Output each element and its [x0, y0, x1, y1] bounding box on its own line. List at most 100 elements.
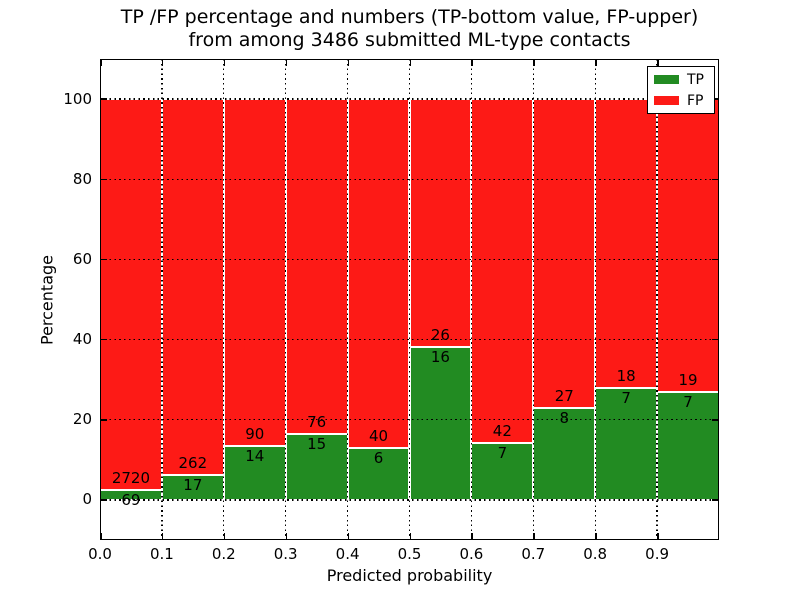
bar-fp-segment [223, 99, 286, 446]
x-tick-top [595, 60, 597, 66]
legend-label-fp: FP [687, 92, 704, 109]
x-tick-top [409, 60, 411, 66]
v-gridline [408, 59, 411, 540]
bar-tp-count-label: 7 [497, 443, 508, 462]
bar-tp-count-label: 16 [430, 348, 450, 367]
y-axis-label: Percentage [37, 254, 57, 346]
x-tick-label: 0.0 [88, 545, 112, 563]
x-tick-bottom [533, 533, 535, 539]
bar-fp-count-label: 76 [307, 412, 327, 431]
bar-tp-count-label: 8 [559, 409, 570, 428]
v-gridline [532, 59, 534, 540]
y-tick-left [101, 499, 107, 501]
x-tick-label: 0.2 [211, 545, 236, 563]
bar-tp-count-label: 7 [621, 388, 631, 407]
y-tick-left [101, 419, 107, 421]
x-axis-label: Predicted probability [326, 566, 493, 585]
bar-tp-count-label: 14 [245, 446, 265, 465]
x-tick-bottom [657, 533, 659, 539]
x-tick-label: 0.1 [149, 545, 174, 563]
plot-area: 2720 69 262 17 90 14 76 15 40 6 26 16 42 7 27 8 18 7 19 7 0… [63, 59, 719, 563]
v-gridline [470, 59, 473, 540]
bar-fp-segment [100, 99, 162, 490]
x-tick-label: 0.3 [273, 545, 298, 563]
bar-tp-count-label: 69 [121, 491, 141, 509]
x-tick-bottom [100, 533, 102, 539]
legend-item-tp: TP [654, 71, 708, 89]
x-tick-bottom [717, 533, 719, 539]
x-tick-bottom [471, 533, 473, 539]
bar-tp-segment [533, 408, 596, 500]
bar-fp-segment [409, 99, 472, 348]
legend-item-fp: FP [654, 92, 708, 110]
bar-tp-count-label: 6 [373, 448, 384, 467]
x-tick-bottom [409, 533, 411, 539]
chart-title: TP /FP percentage and numbers (TP-bottom… [100, 6, 719, 52]
y-tick-right [712, 258, 718, 261]
x-tick-top [100, 60, 102, 66]
x-tick-top [533, 60, 535, 66]
x-tick-top [471, 60, 473, 66]
bar-fp-segment [285, 99, 348, 434]
x-tick-bottom [161, 533, 164, 539]
bar-tp-segment [347, 447, 410, 500]
legend: TP FP [647, 66, 715, 114]
legend-swatch-tp [654, 75, 679, 84]
x-tick-label: 0.9 [645, 545, 670, 563]
bar-tp-count-label: 17 [183, 476, 203, 495]
bar-fp-count-label: 18 [616, 366, 636, 385]
bar-fp-segment [595, 99, 658, 388]
x-tick-bottom [347, 533, 350, 539]
x-tick-label: 0.6 [459, 545, 484, 563]
v-gridline [656, 59, 658, 540]
v-gridline [285, 59, 287, 540]
y-tick-label: 0 [82, 490, 92, 509]
y-tick-left [101, 338, 107, 341]
bar-tp-count-label: 7 [683, 393, 693, 411]
x-tick-top [347, 60, 350, 66]
y-tick-label: 60 [72, 249, 92, 268]
y-tick-left [101, 178, 107, 180]
x-tick-label: 0.5 [397, 545, 422, 563]
bar-fp-count-label: 42 [492, 421, 512, 440]
y-tick-label: 100 [63, 89, 92, 108]
y-tick-label: 80 [72, 169, 92, 188]
bar-tp-count-label: 15 [307, 434, 327, 453]
bar-fp-segment [533, 99, 596, 409]
legend-label-tp: TP [687, 71, 704, 88]
x-tick-top [717, 60, 719, 66]
x-tick-bottom [223, 533, 226, 539]
bar-tp-segment [285, 433, 348, 500]
bar-tp-segment [409, 347, 472, 500]
y-tick-label: 20 [72, 410, 92, 429]
y-tick-right [712, 178, 718, 180]
y-tick-right [712, 338, 718, 341]
bar-fp-count-label: 19 [678, 371, 698, 389]
chart-title-line1: TP /FP percentage and numbers (TP-bottom… [120, 6, 699, 28]
x-tick-bottom [285, 533, 288, 539]
bar-fp-segment [471, 99, 534, 443]
y-tick-left [101, 258, 107, 261]
v-gridline [346, 59, 349, 540]
v-gridline [223, 59, 225, 540]
x-tick-top [161, 60, 164, 66]
y-tick-right [712, 499, 718, 501]
legend-swatch-fp [654, 96, 679, 105]
bar-tp-segment [657, 392, 719, 500]
bar-fp-count-label: 262 [178, 454, 208, 473]
v-gridline [161, 59, 163, 540]
bar-fp-count-label: 2720 [111, 469, 151, 487]
x-tick-label: 0.4 [335, 545, 360, 563]
x-tick-top [223, 60, 226, 66]
bar-fp-segment [347, 99, 410, 448]
chart-title-line2: from among 3486 submitted ML-type contac… [188, 29, 631, 51]
bar-fp-count-label: 90 [245, 424, 265, 443]
x-tick-bottom [595, 533, 597, 539]
x-tick-top [657, 60, 659, 66]
v-gridline [594, 59, 596, 540]
y-tick-left [101, 98, 107, 100]
x-tick-label: 0.7 [521, 545, 546, 563]
y-tick-label: 40 [72, 330, 92, 349]
x-tick-label: 0.8 [583, 545, 608, 563]
